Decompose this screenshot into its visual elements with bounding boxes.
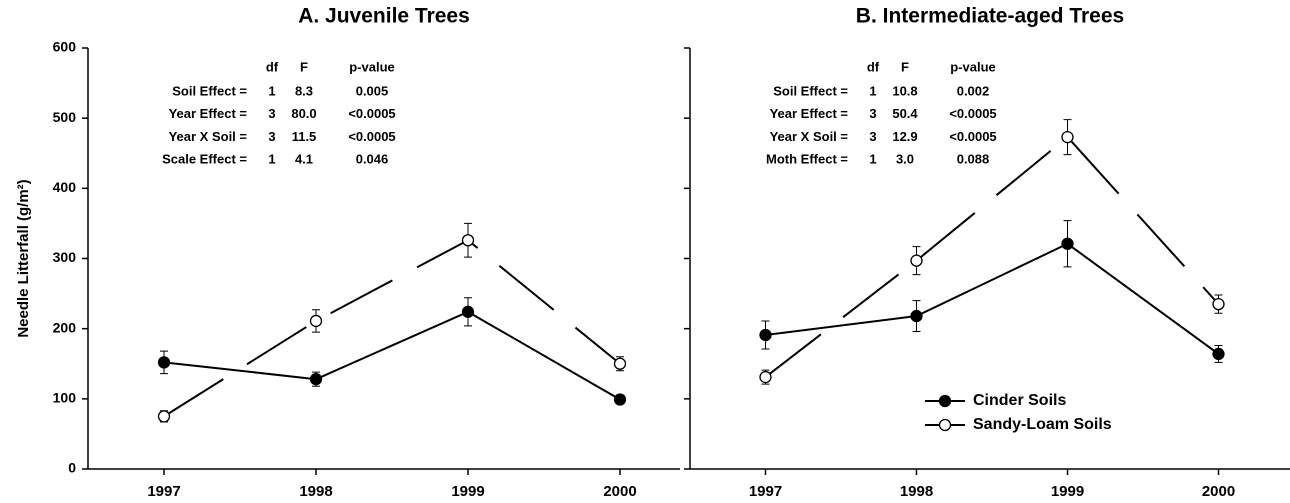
stats-cell: Year X Soil = <box>169 129 248 144</box>
stats-cell: 0.046 <box>356 152 389 167</box>
marker <box>613 393 627 406</box>
stats-cell: <0.0005 <box>348 106 395 121</box>
y-tick-label: 600 <box>53 39 77 55</box>
x-tick-label: 1998 <box>299 483 332 500</box>
stats-cell: 10.8 <box>892 83 917 98</box>
stats-cell: 4.1 <box>295 152 313 167</box>
stats-cell: 50.4 <box>892 106 918 121</box>
stats-header: p-value <box>950 59 996 74</box>
stats-cell: Soil Effect = <box>172 83 247 98</box>
stats-header: p-value <box>349 59 395 74</box>
series-line <box>765 242 1220 355</box>
marker <box>461 305 475 318</box>
x-tick-label: 1998 <box>900 483 933 500</box>
marker <box>613 357 627 370</box>
y-tick-label: 0 <box>68 460 76 476</box>
y-tick-label: 500 <box>53 109 77 125</box>
legend-marker <box>938 418 952 432</box>
stats-cell: 3 <box>268 129 275 144</box>
stats-cell: 1 <box>869 152 876 167</box>
stats-cell: 80.0 <box>291 106 316 121</box>
marker <box>759 328 772 342</box>
stats-header: F <box>300 59 308 74</box>
stats-header: df <box>266 59 279 74</box>
marker <box>1212 297 1225 311</box>
stats-cell: Moth Effect = <box>766 152 848 167</box>
chart-title: A. Juvenile Trees <box>298 5 470 28</box>
stats-cell: <0.0005 <box>949 106 996 121</box>
marker <box>1061 130 1074 144</box>
y-tick-label: 300 <box>53 249 77 265</box>
stats-header: df <box>867 59 880 74</box>
legend-marker <box>938 394 952 408</box>
legend-label: Cinder Soils <box>973 392 1066 409</box>
legend-label: Sandy-Loam Soils <box>973 416 1112 433</box>
x-tick-label: 1999 <box>451 483 484 500</box>
series-line <box>163 310 621 401</box>
chart-title: B. Intermediate-aged Trees <box>856 5 1124 28</box>
marker <box>1212 347 1225 361</box>
series-line <box>163 239 621 418</box>
stats-cell: 0.088 <box>957 152 990 167</box>
stats-cell: Year Effect = <box>169 106 248 121</box>
x-tick-label: 1997 <box>147 483 180 500</box>
stats-cell: 1 <box>869 83 876 98</box>
marker <box>309 314 323 328</box>
stats-cell: <0.0005 <box>949 129 996 144</box>
marker <box>759 370 772 384</box>
y-tick-label: 200 <box>53 319 77 335</box>
series-line <box>764 135 1220 378</box>
x-tick-label: 1999 <box>1051 483 1084 500</box>
stats-cell: 3 <box>268 106 275 121</box>
marker <box>910 309 923 323</box>
marker <box>157 356 171 369</box>
stats-cell: 11.5 <box>292 129 317 144</box>
x-tick-label: 2000 <box>1202 483 1235 500</box>
stats-header: F <box>901 59 909 74</box>
stats-cell: 0.005 <box>356 83 389 98</box>
stats-cell: 8.3 <box>295 83 313 98</box>
stats-cell: 12.9 <box>892 129 917 144</box>
stats-cell: 1 <box>268 83 275 98</box>
stats-cell: 0.002 <box>957 83 990 98</box>
marker <box>157 410 171 423</box>
y-axis-label: Needle Litterfall (g/m²) <box>15 179 32 337</box>
marker <box>461 234 475 247</box>
stats-cell: Year X Soil = <box>770 129 849 144</box>
x-tick-label: 1997 <box>749 483 782 500</box>
marker <box>309 373 323 386</box>
y-tick-label: 100 <box>53 390 77 406</box>
stats-cell: Scale Effect = <box>162 152 247 167</box>
stats-cell: 3 <box>869 106 876 121</box>
marker <box>1061 237 1074 250</box>
stats-cell: 3.0 <box>896 152 914 167</box>
stats-cell: 3 <box>869 129 876 144</box>
stats-cell: <0.0005 <box>348 129 395 144</box>
stats-cell: 1 <box>268 152 275 167</box>
stats-cell: Soil Effect = <box>773 83 848 98</box>
stats-cell: Year Effect = <box>770 106 849 121</box>
y-tick-label: 400 <box>53 179 77 195</box>
marker <box>910 254 923 267</box>
x-tick-label: 2000 <box>603 483 636 500</box>
